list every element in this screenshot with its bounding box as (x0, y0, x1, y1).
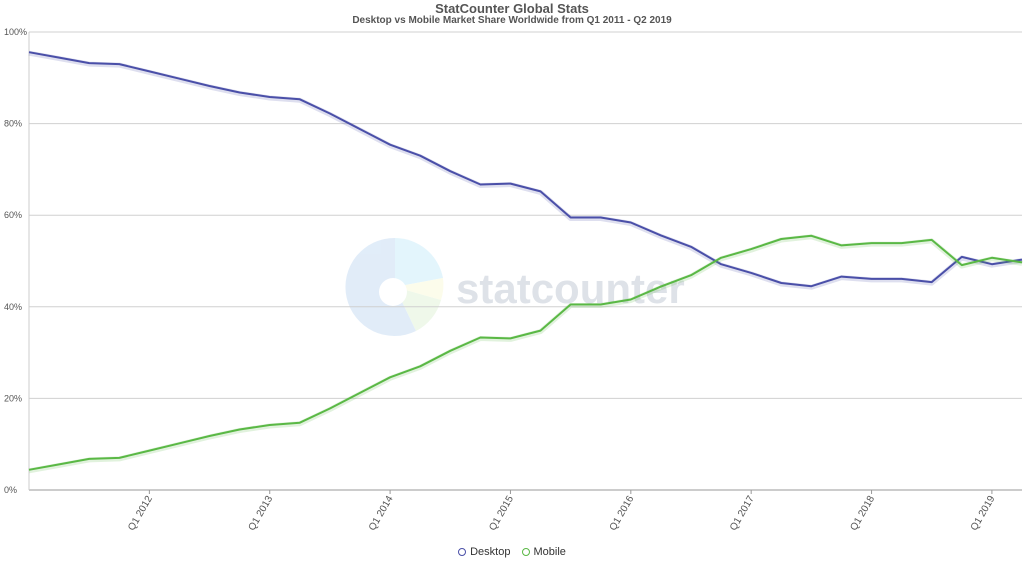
x-tick-label: Q1 2018 (848, 494, 877, 533)
desktop-data-point[interactable] (807, 282, 815, 290)
mobile-data-point[interactable] (567, 301, 575, 309)
x-tick-label: Q1 2017 (728, 494, 757, 533)
desktop-data-point[interactable] (657, 231, 665, 239)
x-tick-label: Q1 2014 (367, 494, 396, 533)
y-tick-label: 100% (4, 27, 27, 37)
mobile-data-point[interactable] (145, 447, 153, 455)
mobile-data-point[interactable] (657, 283, 665, 291)
mobile-data-point[interactable] (266, 421, 274, 429)
mobile-data-point[interactable] (326, 405, 334, 413)
desktop-series-line[interactable] (28, 51, 1023, 288)
mobile-data-point[interactable] (898, 239, 906, 247)
mobile-data-point[interactable] (356, 389, 364, 397)
mobile-series-line[interactable] (28, 234, 1023, 471)
x-tick-label: Q1 2016 (608, 494, 637, 533)
desktop-data-point[interactable] (507, 180, 515, 188)
mobile-data-point[interactable] (537, 327, 545, 335)
desktop-data-point[interactable] (176, 75, 184, 83)
desktop-data-point[interactable] (476, 181, 484, 189)
y-tick-label: 60% (4, 210, 22, 220)
mobile-data-point[interactable] (206, 432, 214, 440)
desktop-data-point[interactable] (55, 54, 63, 62)
desktop-data-point[interactable] (85, 59, 93, 67)
desktop-data-point[interactable] (868, 275, 876, 283)
mobile-data-point[interactable] (296, 419, 304, 427)
desktop-series-shadow (28, 50, 1023, 290)
x-tick-label: Q1 2013 (247, 494, 276, 533)
mobile-data-point[interactable] (85, 455, 93, 463)
desktop-marker-icon (458, 548, 467, 556)
mobile-data-point[interactable] (777, 235, 785, 243)
mobile-data-point[interactable] (416, 362, 424, 370)
mobile-data-point[interactable] (507, 334, 515, 342)
desktop-data-point[interactable] (838, 273, 846, 281)
chart-title: StatCounter Global Stats (435, 1, 589, 16)
desktop-data-point[interactable] (567, 214, 575, 222)
mobile-data-point[interactable] (25, 466, 33, 474)
desktop-data-point[interactable] (597, 214, 605, 222)
desktop-data-point[interactable] (296, 95, 304, 103)
mobile-data-point[interactable] (55, 460, 63, 468)
y-tick-label: 40% (4, 302, 22, 312)
statcounter-watermark: statcounter (345, 237, 685, 336)
x-tick-label: Q1 2019 (969, 494, 998, 533)
desktop-data-point[interactable] (206, 82, 214, 90)
x-tick-label: Q1 2015 (487, 494, 516, 533)
y-tick-label: 20% (4, 393, 22, 403)
legend-label-desktop: Desktop (470, 546, 511, 558)
desktop-data-point[interactable] (958, 253, 966, 261)
mobile-data-point[interactable] (868, 239, 876, 247)
desktop-data-point[interactable] (416, 152, 424, 160)
desktop-data-point[interactable] (446, 167, 454, 175)
mobile-marker-icon (521, 548, 530, 556)
y-tick-label: 80% (4, 119, 22, 129)
desktop-data-point[interactable] (537, 187, 545, 195)
legend-item-desktop[interactable]: Desktop (458, 546, 510, 558)
legend-label-mobile: Mobile (533, 546, 566, 558)
mobile-data-point[interactable] (988, 254, 996, 262)
desktop-data-point[interactable] (115, 60, 123, 68)
desktop-data-point[interactable] (777, 279, 785, 287)
x-tick-label: Q1 2012 (126, 494, 155, 533)
mobile-data-point[interactable] (747, 245, 755, 253)
desktop-data-point[interactable] (627, 219, 635, 227)
mobile-data-point[interactable] (446, 347, 454, 355)
mobile-data-point[interactable] (597, 301, 605, 309)
desktop-data-point[interactable] (326, 110, 334, 118)
mobile-data-point[interactable] (928, 236, 936, 244)
mobile-data-point[interactable] (838, 241, 846, 249)
mobile-data-point[interactable] (687, 271, 695, 279)
mobile-data-point[interactable] (176, 439, 184, 447)
legend: Desktop Mobile (0, 546, 1024, 559)
desktop-data-point[interactable] (266, 93, 274, 101)
desktop-data-point[interactable] (898, 275, 906, 283)
desktop-data-point[interactable] (687, 243, 695, 251)
desktop-data-point[interactable] (25, 48, 33, 56)
mobile-data-point[interactable] (476, 334, 484, 342)
mobile-data-point[interactable] (717, 254, 725, 262)
desktop-data-point[interactable] (747, 269, 755, 277)
desktop-data-point[interactable] (356, 125, 364, 133)
desktop-data-point[interactable] (145, 67, 153, 75)
desktop-data-point[interactable] (236, 89, 244, 97)
y-tick-label: 0% (4, 485, 17, 495)
chart-subtitle: Desktop vs Mobile Market Share Worldwide… (352, 15, 672, 26)
mobile-data-point[interactable] (386, 373, 394, 381)
mobile-data-point[interactable] (807, 232, 815, 240)
mobile-data-point[interactable] (958, 261, 966, 269)
mobile-data-point[interactable] (236, 426, 244, 434)
desktop-data-point[interactable] (386, 141, 394, 149)
legend-item-mobile[interactable]: Mobile (521, 546, 566, 558)
mobile-data-point[interactable] (115, 454, 123, 462)
mobile-data-point[interactable] (627, 296, 635, 304)
desktop-data-point[interactable] (928, 278, 936, 286)
